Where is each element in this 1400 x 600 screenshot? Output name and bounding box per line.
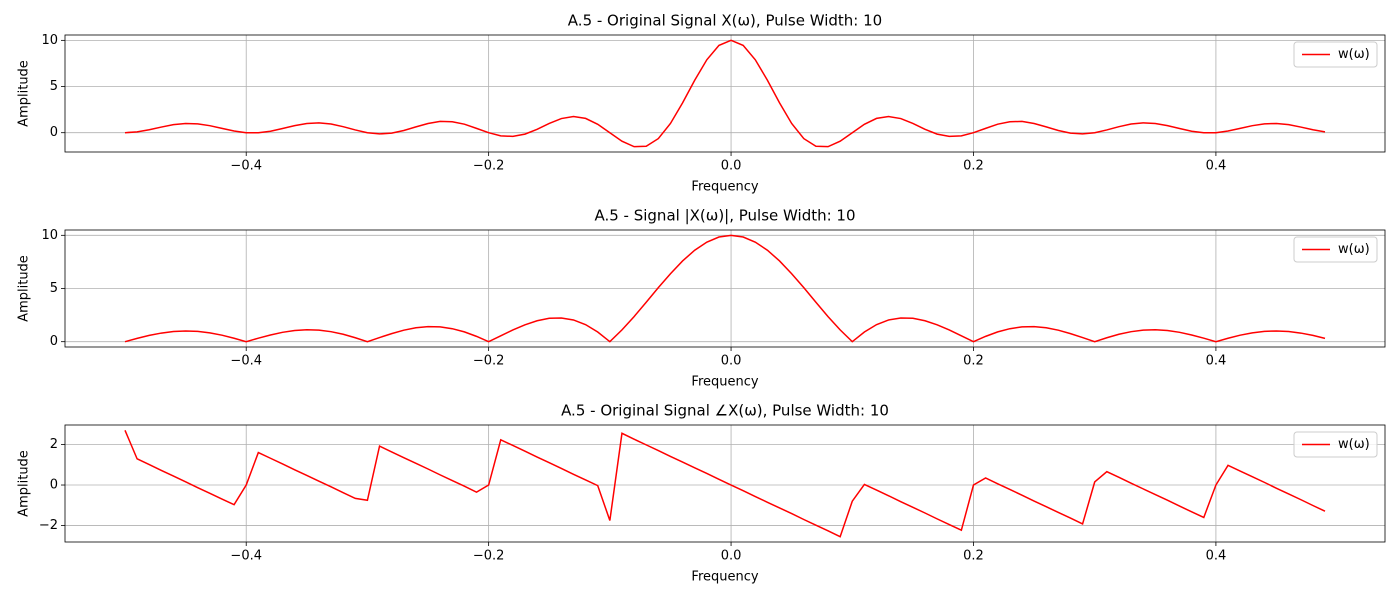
legend-label: w(ω) [1338,437,1370,452]
data-line [124,429,1326,538]
legend-label: w(ω) [1338,47,1370,62]
x-tick-label: −0.2 [473,159,505,174]
y-tick-label: −2 [39,518,58,533]
x-tick-label: 0.0 [721,354,742,369]
y-axis-label: Amplitude [17,255,32,322]
x-axis-label: Frequency [691,570,758,585]
x-tick-label: −0.4 [230,549,262,564]
subplot: −0.4 −0.2 0.0 0.2 0.4 0 5 10 A.5 - Original Sign… [17,12,1386,195]
x-tick-label: 0.0 [721,159,742,174]
x-tick-label: 0.2 [963,354,984,369]
y-tick-label: 0 [50,334,58,349]
legend-box [1293,41,1378,68]
x-tick-label: 0.2 [963,549,984,564]
y-tick-label: 2 [50,437,58,452]
y-tick-label: 5 [50,281,58,296]
subplot: −0.4 −0.2 0.0 0.2 0.4 −2 0 2 A.5 - Original Sign… [17,402,1386,585]
x-axis-label: Frequency [691,180,758,195]
legend-label: w(ω) [1338,242,1370,257]
y-tick-label: 0 [50,478,58,493]
x-tick-label: 0.4 [1206,159,1227,174]
x-tick-label: 0.4 [1206,549,1227,564]
x-axis-label: Frequency [691,375,758,390]
axes-frame [64,34,1386,153]
y-tick-label: 10 [41,33,58,48]
y-axis-label: Amplitude [17,450,32,517]
legend: w(ω) [1293,41,1378,68]
x-tick-label: 0.2 [963,159,984,174]
y-axis-label: Amplitude [17,60,32,127]
axes-frame [64,424,1386,543]
subplot: −0.4 −0.2 0.0 0.2 0.4 0 5 10 A.5 - Signal |X(ω)|… [17,207,1386,390]
y-tick-label: 5 [50,79,58,94]
legend: w(ω) [1293,236,1378,263]
x-tick-label: 0.4 [1206,354,1227,369]
x-tick-label: −0.2 [473,354,505,369]
legend-box [1293,236,1378,263]
axes-frame [64,229,1386,348]
x-tick-label: 0.0 [721,549,742,564]
legend: w(ω) [1293,431,1378,458]
chart-title: A.5 - Original Signal ∠X(ω), Pulse Width… [561,402,889,420]
x-tick-label: −0.2 [473,549,505,564]
chart-title: A.5 - Signal |X(ω)|, Pulse Width: 10 [594,207,855,225]
legend-box [1293,431,1378,458]
data-line [124,39,1326,148]
x-tick-label: −0.4 [230,159,262,174]
chart-title: A.5 - Original Signal X(ω), Pulse Width:… [568,12,882,30]
x-tick-label: −0.4 [230,354,262,369]
y-tick-label: 0 [50,125,58,140]
data-line [124,234,1326,343]
y-tick-label: 10 [41,228,58,243]
